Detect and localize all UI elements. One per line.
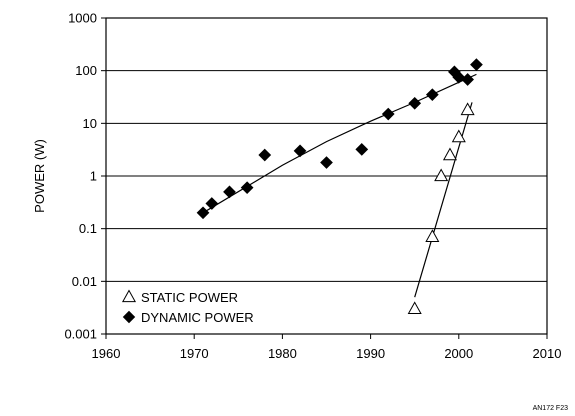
x-tick-label: 2010 xyxy=(533,346,562,361)
legend-label-dynamic-power: DYNAMIC POWER xyxy=(141,310,254,325)
y-tick-label: 1000 xyxy=(68,11,97,26)
static-power-point xyxy=(407,301,422,315)
static-power-point xyxy=(442,147,458,161)
axis-ticks: 1000 100 10 1 0.1 0.01 0.001 1960 1970 1980 1990 20… xyxy=(64,11,561,362)
x-tick-label: 1970 xyxy=(180,346,209,361)
dynamic-power-point xyxy=(425,88,439,102)
legend-item-dynamic-power: DYNAMIC POWER xyxy=(122,310,254,325)
legend-label-static-power: STATIC POWER xyxy=(141,290,238,305)
static-power-point xyxy=(460,102,475,116)
y-tick-label: 1 xyxy=(90,169,97,184)
y-tick-label: 0.001 xyxy=(64,327,97,342)
x-tick-label: 1960 xyxy=(92,346,121,361)
dynamic-power-point xyxy=(258,148,272,162)
static-power-point xyxy=(425,229,440,242)
y-tick-label: 0.01 xyxy=(72,274,97,289)
dynamic-power-point xyxy=(240,181,254,195)
legend-item-static-power: STATIC POWER xyxy=(121,289,238,305)
x-tick-label: 1980 xyxy=(268,346,297,361)
x-tick-label: 2000 xyxy=(444,346,473,361)
legend: STATIC POWER DYNAMIC POWER xyxy=(121,289,254,325)
dynamic-power-point xyxy=(408,96,422,110)
data-points xyxy=(196,58,483,315)
y-tick-label: 0.1 xyxy=(79,221,97,236)
dynamic-power-point xyxy=(320,156,333,169)
static-power-trend-line xyxy=(414,102,473,298)
dynamic-power-point xyxy=(381,107,395,121)
dynamic-power-point xyxy=(470,58,483,72)
static-power-point xyxy=(434,168,449,182)
y-tick-label: 100 xyxy=(75,63,97,78)
x-tick-label: 1990 xyxy=(356,346,385,361)
dynamic-power-point xyxy=(205,197,219,210)
dynamic-power-point xyxy=(196,206,210,220)
y-axis-title: POWER (W) xyxy=(32,139,47,213)
figure-id: AN172 F23 xyxy=(533,405,569,412)
dynamic-power-point xyxy=(355,143,369,156)
static-power-point xyxy=(451,129,466,143)
dynamic-power-point xyxy=(452,70,466,84)
open-triangle-icon xyxy=(121,289,137,303)
y-tick-label: 10 xyxy=(83,116,97,131)
filled-diamond-icon xyxy=(122,310,136,324)
dynamic-power-point xyxy=(223,185,236,199)
dynamic-power-point xyxy=(461,73,474,86)
dynamic-power-point xyxy=(293,144,307,158)
